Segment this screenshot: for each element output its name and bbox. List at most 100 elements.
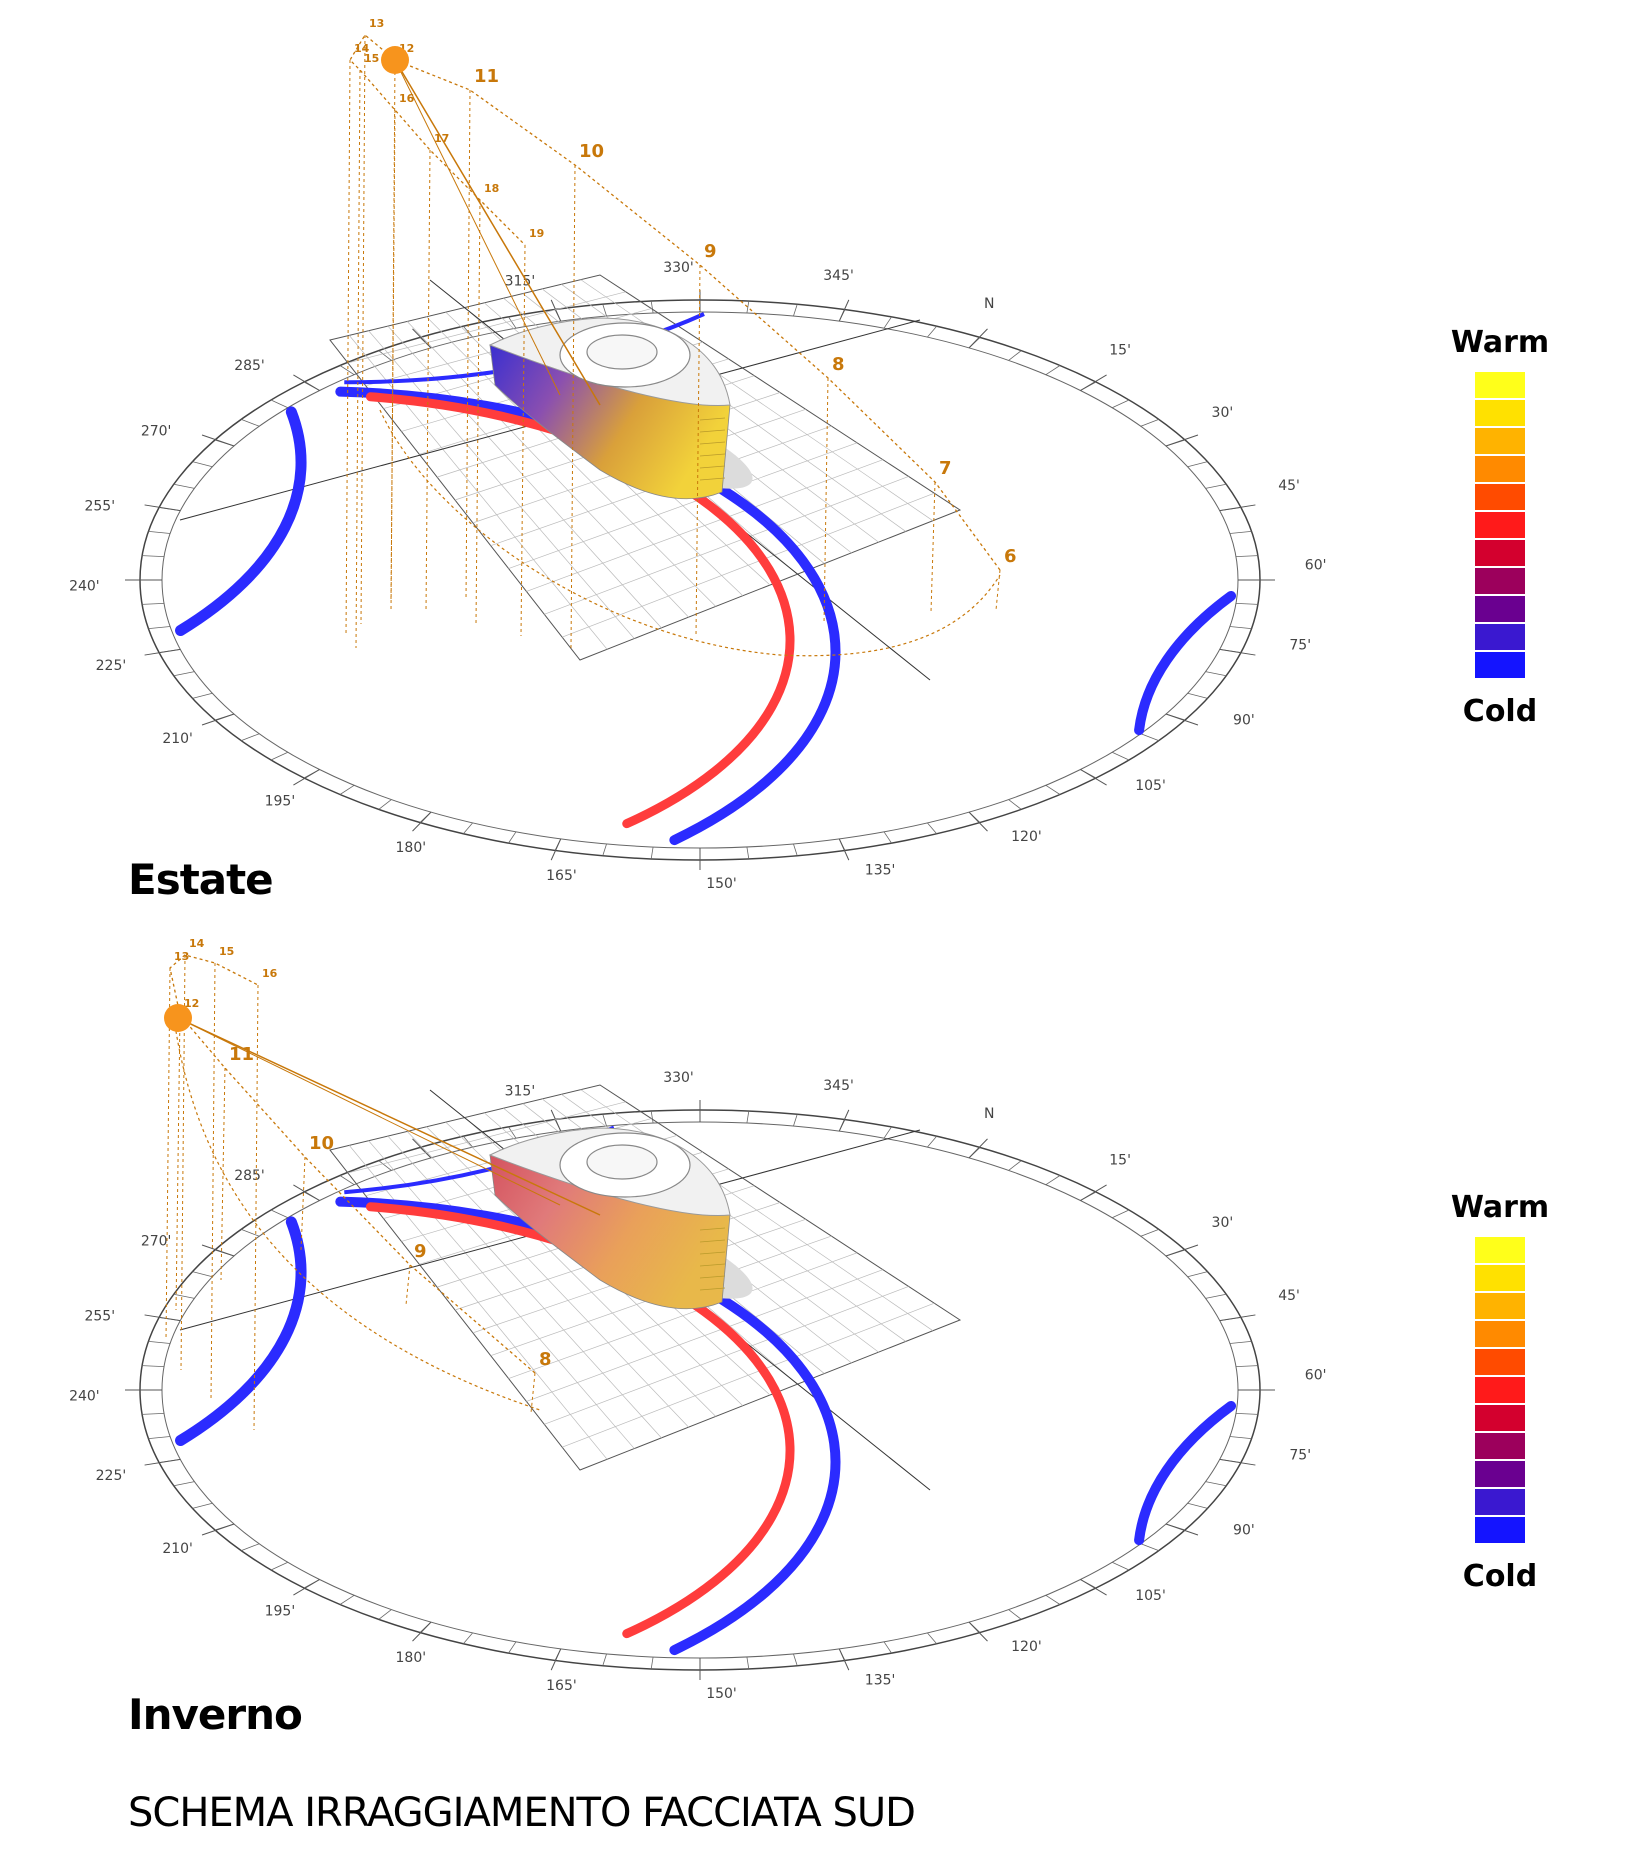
compass-tick bbox=[1235, 1412, 1258, 1415]
compass-tick bbox=[883, 1126, 892, 1139]
compass-major-tick bbox=[293, 1184, 320, 1201]
compass-major-tick bbox=[412, 811, 432, 832]
compass-label: 225' bbox=[96, 1468, 127, 1484]
compass-label: 315' bbox=[505, 273, 536, 289]
compass-label: 255' bbox=[84, 1309, 115, 1325]
compass-tick bbox=[192, 461, 213, 468]
sun-drop-line bbox=[355, 69, 361, 649]
compass-tick bbox=[192, 1502, 213, 1509]
sun-hour-label: 9 bbox=[704, 241, 717, 262]
compass-tick bbox=[173, 1481, 195, 1487]
compass-label: 45' bbox=[1278, 478, 1300, 494]
compass-label: 150' bbox=[706, 1686, 737, 1702]
compass-tick bbox=[192, 1271, 213, 1278]
compass-tick bbox=[793, 304, 798, 317]
compass-tick bbox=[1111, 1209, 1130, 1219]
sun-hour-label: 7 bbox=[939, 458, 952, 479]
compass-label: 120' bbox=[1011, 1639, 1042, 1655]
compass-tick bbox=[463, 822, 473, 835]
facade-floor-line bbox=[699, 441, 726, 445]
facade-floor-line bbox=[699, 1287, 726, 1291]
compass-tick bbox=[927, 325, 937, 338]
legend-cold-label: Cold bbox=[1462, 694, 1538, 729]
sun-hour-label: 12 bbox=[184, 997, 199, 1010]
compass-tick bbox=[602, 843, 607, 856]
compass-label: 150' bbox=[706, 876, 737, 892]
compass-label: N bbox=[984, 296, 994, 312]
compass-tick bbox=[746, 1111, 750, 1124]
compass-label: 165' bbox=[546, 1678, 577, 1694]
sun-ray bbox=[394, 59, 561, 396]
compass-major-tick bbox=[201, 434, 235, 447]
compass-label: 105' bbox=[1135, 1588, 1166, 1604]
compass-tick bbox=[241, 1229, 260, 1237]
facade-floor-line bbox=[699, 1251, 726, 1255]
ground-grid-border bbox=[329, 1084, 962, 1471]
sun-hour-label: 19 bbox=[529, 227, 544, 240]
compass-label: 270' bbox=[141, 423, 172, 439]
legend-swatch bbox=[1475, 1265, 1525, 1293]
compass-tick bbox=[241, 419, 260, 427]
grid-line bbox=[544, 1286, 909, 1425]
legend-swatch bbox=[1475, 624, 1525, 652]
sun-drop-line bbox=[165, 967, 171, 1341]
compass-major-tick bbox=[968, 811, 988, 832]
compass-tick bbox=[927, 1632, 937, 1645]
sun-hour-label: 6 bbox=[1004, 546, 1017, 567]
compass-tick bbox=[270, 1209, 289, 1219]
compass-label: 345' bbox=[823, 1078, 854, 1094]
compass-label: 120' bbox=[1011, 829, 1042, 845]
sun-ray bbox=[177, 1017, 561, 1206]
compass-tick bbox=[142, 555, 165, 558]
compass-tick bbox=[378, 799, 392, 810]
compass-label: 45' bbox=[1278, 1288, 1300, 1304]
sun-drop-line bbox=[520, 244, 526, 637]
legend-color-scale bbox=[1475, 1237, 1525, 1545]
compass-tick bbox=[1045, 784, 1061, 795]
winter-diagram: N 15' 30' 45' 60' 75' 90' 105' 120' 135' 150' 165' 1… bbox=[0, 810, 1400, 1710]
compass-label: 270' bbox=[141, 1233, 172, 1249]
compass-tick bbox=[173, 1293, 195, 1299]
building-roof-court bbox=[586, 1144, 658, 1180]
compass-label: 105' bbox=[1135, 778, 1166, 794]
legend-color-scale bbox=[1475, 372, 1525, 680]
compass-major-tick bbox=[1165, 1244, 1199, 1257]
sun bbox=[164, 1004, 192, 1032]
compass-tick bbox=[148, 1436, 171, 1440]
grid-line bbox=[508, 442, 858, 569]
grid-line bbox=[562, 492, 935, 638]
legend-swatch bbox=[1475, 456, 1525, 484]
grid-line bbox=[562, 1302, 935, 1448]
compass-tick bbox=[1235, 602, 1258, 605]
compass-label: 60' bbox=[1305, 1367, 1327, 1383]
compass-label: 330' bbox=[663, 1070, 694, 1086]
sun-hour-label: 15 bbox=[364, 52, 379, 65]
grid-line bbox=[526, 1269, 883, 1402]
facade-floor-line bbox=[699, 429, 726, 433]
compass-tick bbox=[793, 1653, 798, 1666]
sun-drop-line bbox=[300, 1156, 306, 1251]
compass-label: 345' bbox=[823, 268, 854, 284]
sun-hour-label: 10 bbox=[309, 1133, 334, 1154]
sun-drop-line bbox=[390, 109, 396, 601]
compass-tick bbox=[1205, 671, 1227, 677]
compass-major-tick bbox=[1165, 1523, 1199, 1536]
legend-swatch bbox=[1475, 1433, 1525, 1461]
compass-label: 75' bbox=[1289, 1447, 1311, 1463]
winter-label: Inverno bbox=[128, 1690, 303, 1739]
compass-tick bbox=[602, 1653, 607, 1666]
compass-tick bbox=[1045, 1594, 1061, 1605]
compass-major-tick bbox=[201, 1523, 235, 1536]
compass-label: 210' bbox=[162, 1541, 193, 1557]
sun-drop-line bbox=[175, 1014, 181, 1311]
legend-swatch bbox=[1475, 568, 1525, 596]
cold-irradiation-arc bbox=[175, 406, 307, 637]
compass-tick bbox=[1111, 1561, 1130, 1571]
legend-swatch bbox=[1475, 1377, 1525, 1405]
compass-tick bbox=[1187, 1271, 1208, 1278]
sun-drop-line bbox=[465, 89, 471, 601]
legend-warm-label: Warm bbox=[1450, 1190, 1550, 1225]
grid-line bbox=[544, 476, 909, 615]
facade-floor-line bbox=[699, 453, 726, 457]
sun-hour-label: 8 bbox=[832, 354, 845, 375]
